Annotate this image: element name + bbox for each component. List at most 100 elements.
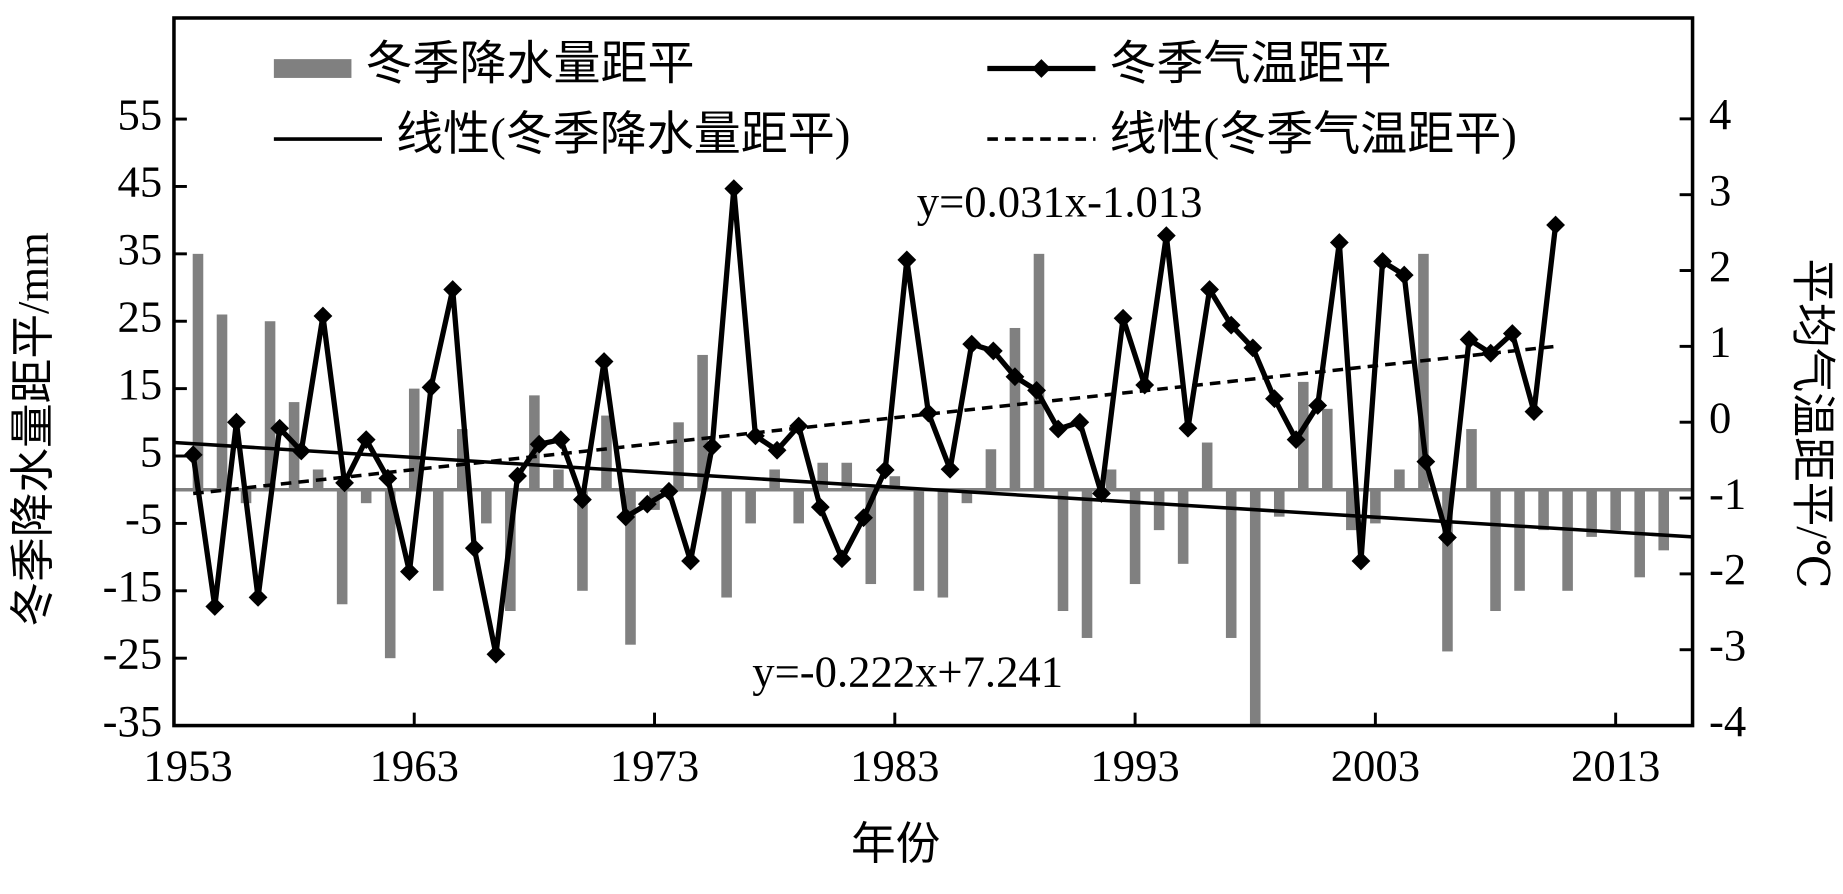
marker <box>486 644 506 664</box>
bar <box>841 462 853 490</box>
bar <box>1562 489 1573 591</box>
marker <box>1373 252 1392 271</box>
marker <box>940 459 960 479</box>
bar <box>913 489 925 591</box>
bar <box>1538 489 1549 531</box>
legend-label: 冬季气温距平 <box>1110 38 1392 90</box>
bar <box>697 354 708 490</box>
bar <box>1225 489 1237 638</box>
y2-tick-label: 4 <box>1709 89 1731 139</box>
bar <box>625 489 636 645</box>
bar <box>817 462 829 490</box>
y2-tick-label: -1 <box>1709 468 1746 518</box>
marker <box>616 507 636 527</box>
bar <box>745 489 756 524</box>
bar <box>1490 489 1501 612</box>
y-tick-label: -25 <box>103 628 163 678</box>
marker <box>551 430 571 450</box>
bar <box>1201 442 1213 490</box>
y2-axis-title: 平均气温距平/℃ <box>1787 258 1837 588</box>
marker <box>464 538 484 558</box>
bar <box>1466 429 1477 490</box>
plot-frame <box>172 16 1695 728</box>
legend-swatch <box>273 59 352 78</box>
y2-tick-label: -4 <box>1709 696 1746 746</box>
x-tick-label: 1963 <box>370 740 459 790</box>
marker <box>227 412 246 432</box>
marker <box>1156 226 1176 246</box>
marker <box>1178 418 1198 438</box>
marker <box>594 352 614 371</box>
marker <box>962 334 982 354</box>
y-tick-label: 25 <box>118 291 163 341</box>
bar <box>360 489 372 504</box>
y-axis-title: 冬季降水量距平/mm <box>8 232 58 627</box>
bar <box>1009 327 1021 490</box>
bar <box>481 489 492 524</box>
marker <box>1459 330 1479 349</box>
x-tick-label: 1993 <box>1090 740 1179 790</box>
marker <box>1394 265 1414 285</box>
bar <box>1418 253 1429 490</box>
marker <box>1070 412 1090 432</box>
y2-tick-label: -2 <box>1709 544 1746 594</box>
bar <box>1033 253 1045 490</box>
trend-line <box>173 440 1693 539</box>
y-tick-label: -35 <box>103 696 163 746</box>
bar <box>721 489 732 598</box>
marker <box>1286 430 1306 450</box>
bar <box>985 449 997 490</box>
y-tick-label: 5 <box>140 426 162 476</box>
marker <box>1502 324 1522 343</box>
bar <box>793 489 804 524</box>
marker <box>248 587 268 607</box>
marker <box>270 418 290 438</box>
bar <box>937 489 949 598</box>
marker <box>1329 233 1349 252</box>
x-tick-label: 2003 <box>1331 740 1420 790</box>
bar <box>1370 489 1381 524</box>
bar <box>1322 408 1333 490</box>
bar <box>1273 489 1285 517</box>
marker <box>1546 215 1565 235</box>
annotation: y=0.031x-1.013 <box>917 176 1203 226</box>
bar <box>216 314 228 490</box>
marker <box>1005 367 1025 387</box>
marker <box>1221 315 1241 335</box>
marker <box>1265 389 1284 409</box>
x-tick-label: 1953 <box>143 740 232 790</box>
bar <box>865 489 877 585</box>
marker <box>919 403 938 423</box>
x-axis-title: 年份 <box>851 819 940 869</box>
bar <box>1105 469 1117 490</box>
bar <box>336 489 348 605</box>
bar <box>1081 489 1093 638</box>
marker <box>854 508 873 528</box>
x-tick-label: 2013 <box>1571 740 1660 790</box>
marker <box>1524 402 1544 421</box>
marker <box>529 434 549 454</box>
bar <box>553 469 564 490</box>
y-tick-label: 15 <box>118 359 163 409</box>
bar <box>1442 489 1453 652</box>
y-tick-label: -5 <box>125 494 162 544</box>
y-tick-label: 35 <box>118 224 163 274</box>
bar <box>1658 489 1670 551</box>
bar <box>1129 489 1141 585</box>
line <box>190 185 1559 657</box>
marker <box>1048 419 1068 439</box>
bar <box>1177 489 1189 564</box>
legend-label: 冬季降水量距平 <box>366 38 695 90</box>
bar <box>1514 489 1525 591</box>
bar <box>384 489 396 659</box>
marker <box>443 280 463 299</box>
marker <box>1416 452 1436 472</box>
marker <box>1351 551 1371 571</box>
legend-marker <box>1031 59 1051 78</box>
y-tick-label: 55 <box>118 89 163 139</box>
y2-tick-label: 3 <box>1709 165 1731 215</box>
marker <box>1438 528 1457 547</box>
y2-tick-label: 1 <box>1709 317 1731 367</box>
